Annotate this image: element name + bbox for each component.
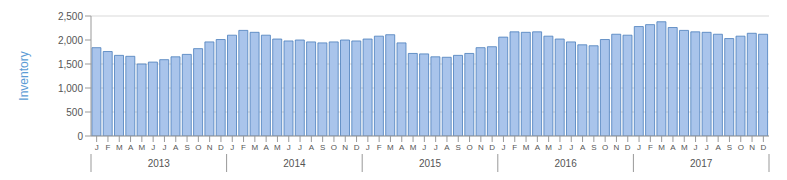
svg-text:2013: 2013 xyxy=(148,158,171,169)
svg-text:A: A xyxy=(444,143,450,152)
svg-text:A: A xyxy=(309,143,315,152)
svg-text:M: M xyxy=(681,143,688,152)
svg-text:Inventory: Inventory xyxy=(17,51,31,100)
svg-text:M: M xyxy=(410,143,417,152)
svg-text:O: O xyxy=(195,143,201,152)
svg-text:A: A xyxy=(715,143,721,152)
svg-text:O: O xyxy=(602,143,608,152)
svg-text:M: M xyxy=(252,143,259,152)
svg-text:2016: 2016 xyxy=(554,158,577,169)
svg-text:2,000: 2,000 xyxy=(58,35,83,46)
svg-text:J: J xyxy=(287,143,291,152)
svg-text:A: A xyxy=(128,143,134,152)
svg-text:J: J xyxy=(694,143,698,152)
svg-text:J: J xyxy=(501,143,505,152)
svg-text:M: M xyxy=(523,143,530,152)
svg-text:500: 500 xyxy=(66,107,83,118)
svg-text:0: 0 xyxy=(77,131,83,142)
svg-text:S: S xyxy=(591,143,596,152)
svg-text:J: J xyxy=(151,143,155,152)
svg-text:J: J xyxy=(366,143,370,152)
svg-text:M: M xyxy=(545,143,552,152)
svg-text:J: J xyxy=(434,143,438,152)
svg-text:A: A xyxy=(263,143,269,152)
svg-text:N: N xyxy=(478,143,484,152)
svg-text:A: A xyxy=(535,143,541,152)
svg-text:D: D xyxy=(218,143,224,152)
svg-text:O: O xyxy=(466,143,472,152)
svg-text:M: M xyxy=(387,143,394,152)
svg-text:2,500: 2,500 xyxy=(58,11,83,22)
svg-text:N: N xyxy=(342,143,348,152)
svg-text:S: S xyxy=(320,143,325,152)
svg-text:F: F xyxy=(648,143,653,152)
svg-text:S: S xyxy=(184,143,189,152)
svg-text:N: N xyxy=(749,143,755,152)
svg-text:A: A xyxy=(399,143,405,152)
svg-text:J: J xyxy=(637,143,641,152)
svg-text:S: S xyxy=(727,143,732,152)
svg-text:2017: 2017 xyxy=(690,158,713,169)
svg-text:M: M xyxy=(116,143,123,152)
svg-text:J: J xyxy=(422,143,426,152)
svg-text:M: M xyxy=(139,143,146,152)
svg-text:O: O xyxy=(738,143,744,152)
svg-text:J: J xyxy=(569,143,573,152)
svg-text:J: J xyxy=(95,143,99,152)
svg-text:D: D xyxy=(760,143,766,152)
svg-text:J: J xyxy=(558,143,562,152)
svg-text:1,000: 1,000 xyxy=(58,83,83,94)
svg-text:J: J xyxy=(298,143,302,152)
svg-text:D: D xyxy=(354,143,360,152)
svg-text:O: O xyxy=(331,143,337,152)
svg-text:F: F xyxy=(241,143,246,152)
svg-text:J: J xyxy=(230,143,234,152)
svg-text:F: F xyxy=(512,143,517,152)
svg-text:1,500: 1,500 xyxy=(58,59,83,70)
svg-text:A: A xyxy=(670,143,676,152)
svg-text:S: S xyxy=(456,143,461,152)
svg-text:F: F xyxy=(377,143,382,152)
svg-text:M: M xyxy=(658,143,665,152)
svg-text:F: F xyxy=(106,143,111,152)
svg-text:2014: 2014 xyxy=(283,158,306,169)
svg-text:J: J xyxy=(705,143,709,152)
svg-text:A: A xyxy=(173,143,179,152)
svg-text:D: D xyxy=(625,143,631,152)
svg-text:D: D xyxy=(489,143,495,152)
svg-text:N: N xyxy=(207,143,213,152)
svg-text:N: N xyxy=(614,143,620,152)
svg-text:2015: 2015 xyxy=(419,158,442,169)
svg-text:M: M xyxy=(274,143,281,152)
svg-text:J: J xyxy=(162,143,166,152)
svg-text:A: A xyxy=(580,143,586,152)
